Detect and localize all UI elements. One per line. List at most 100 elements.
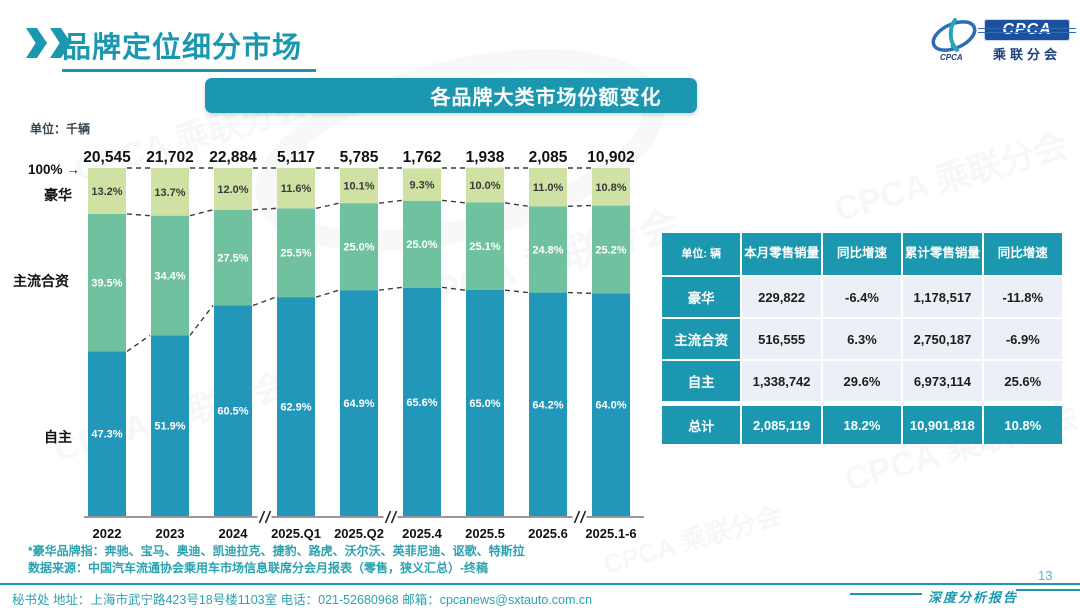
x-axis-label: 2025.5 (465, 526, 505, 541)
segment-percent-label: 25.1% (469, 241, 500, 253)
segment-percent-label: 13.7% (154, 187, 185, 199)
connector-dashed-line (252, 296, 277, 307)
table-cell: 1,178,517 (903, 277, 982, 317)
footer-divider (0, 583, 1080, 585)
segment-percent-label: 25.0% (343, 242, 374, 254)
segment-percent-label: 51.9% (154, 421, 185, 433)
axis-break-mark (384, 510, 392, 524)
connector-dashed-line (378, 199, 403, 204)
segment-percent-label: 65.6% (406, 397, 437, 409)
bar-segment-自主 (151, 335, 189, 516)
table-row-label: 自主 (662, 361, 741, 401)
table-unit-header: 单位: 辆 (662, 233, 741, 275)
series-label-luxury: 豪华 (44, 187, 72, 203)
summary-table: 单位: 辆 本月零售销量 同比增速 累计零售销量 同比增速 豪华 229,822… (662, 233, 1062, 444)
bar-total-label: 2,085 (529, 149, 568, 166)
connector-dashed-line (504, 289, 529, 294)
table-cell: 516,555 (742, 319, 821, 359)
table-cell: -6.9% (983, 319, 1062, 359)
bar-segment-豪华 (88, 168, 126, 214)
bar-total-label: 10,902 (587, 149, 634, 166)
axis-break-mark (573, 510, 581, 524)
bar-segment-主流合资 (88, 213, 126, 352)
footer-contact-info: 秘书处 地址：上海市武宁路423号18号楼1103室 电话：021-526809… (12, 593, 593, 607)
x-axis-label: 2025.6 (528, 526, 568, 541)
x-axis-label: 2024 (219, 526, 249, 541)
background-watermark: CPCA 乘联分会 (830, 126, 1073, 230)
table-cell: -6.4% (822, 277, 902, 317)
bar-segment-自主 (214, 305, 252, 516)
bar-total-label: 1,762 (403, 149, 442, 166)
connector-dashed-line (441, 199, 466, 204)
bar-segment-自主 (592, 293, 630, 516)
bar-segment-豪华 (592, 168, 630, 206)
connector-dashed-line (315, 202, 340, 210)
market-share-stacked-bar-chart: 47.3% 39.5% 13.2% 20,545 2022 51.9% 34.4% 13.7%… (83, 149, 644, 541)
page-title: 品牌定位细分市场 (62, 24, 317, 72)
cpca-logo-text: CPCA (984, 19, 1070, 41)
connector-dashed-line (567, 204, 592, 207)
table-cell: 1,338,742 (742, 361, 821, 401)
x-axis-label: 2025.Q1 (271, 526, 321, 541)
segment-percent-label: 62.9% (280, 402, 311, 414)
table-cell: 2,750,187 (903, 319, 982, 359)
segment-percent-label: 10.8% (595, 182, 626, 194)
connector-dashed-line (378, 286, 403, 291)
segment-percent-label: 9.3% (409, 180, 434, 192)
table-total-cell: 18.2% (822, 406, 902, 444)
axis-break-mark (579, 510, 587, 524)
table-col-header: 累计零售销量 (903, 233, 982, 275)
cpca-swirl-icon: CPCA (931, 18, 977, 62)
bar-segment-豪华 (466, 167, 504, 203)
series-label-mainstream-joint: 主流合资 (13, 273, 69, 289)
bar-segment-主流合资 (403, 200, 441, 288)
segment-percent-label: 27.5% (217, 253, 248, 265)
bar-segment-豪华 (151, 168, 189, 216)
connector-dashed-line (189, 209, 214, 217)
footnotes: *豪华品牌指：奔驰、宝马、奥迪、凯迪拉克、捷豹、路虎、沃尔沃、英菲尼迪、讴歌、特… (28, 543, 525, 577)
bar-segment-主流合资 (214, 209, 252, 306)
bar-total-label: 5,785 (340, 149, 379, 166)
x-axis-label: 2025.4 (402, 526, 443, 541)
table-cell: 229,822 (742, 277, 821, 317)
bar-segment-自主 (340, 290, 378, 516)
axis-break-mark (390, 510, 398, 524)
bar-total-label: 1,938 (466, 149, 505, 166)
connector-dashed-line (504, 202, 529, 207)
bar-segment-自主 (277, 297, 315, 516)
segment-percent-label: 34.4% (154, 271, 185, 283)
bar-segment-豪华 (277, 168, 315, 209)
connector-dashed-line (189, 305, 214, 336)
segment-percent-label: 64.0% (595, 400, 626, 412)
connector-dashed-line (441, 286, 466, 291)
bar-segment-主流合资 (151, 215, 189, 336)
table-row-label: 主流合资 (662, 319, 741, 359)
segment-percent-label: 24.8% (532, 244, 563, 256)
report-tag: 深度分析报告 (850, 585, 1080, 605)
x-axis-label: 2025.Q2 (334, 526, 384, 541)
x-axis-label: 2023 (156, 526, 185, 541)
segment-percent-label: 64.2% (532, 399, 563, 411)
segment-percent-label: 11.0% (533, 182, 564, 194)
bar-segment-主流合资 (466, 202, 504, 290)
x-axis-label: 2025.1-6 (585, 526, 636, 541)
bar-segment-主流合资 (592, 205, 630, 294)
table-row-label: 豪华 (662, 277, 741, 317)
table-cell: 25.6% (983, 361, 1062, 401)
table-col-header: 本月零售销量 (742, 233, 821, 275)
segment-percent-label: 39.5% (91, 278, 122, 290)
table-header-row: 单位: 辆 本月零售销量 同比增速 累计零售销量 同比增速 (662, 233, 1062, 275)
segment-percent-label: 25.0% (406, 239, 437, 251)
chart-title-banner: 各品牌大类市场份额变化 (205, 78, 697, 113)
segment-percent-label: 10.0% (469, 180, 500, 192)
bar-segment-自主 (403, 287, 441, 516)
segment-percent-label: 64.9% (343, 398, 374, 410)
series-label-domestic: 自主 (44, 429, 72, 445)
connector-dashed-line (126, 213, 151, 217)
table-cell: 29.6% (822, 361, 902, 401)
table-col-header: 同比增速 (983, 233, 1062, 275)
bar-total-label: 20,545 (83, 149, 131, 166)
segment-percent-label: 11.6% (281, 183, 312, 195)
table-total-label: 总计 (662, 406, 741, 444)
